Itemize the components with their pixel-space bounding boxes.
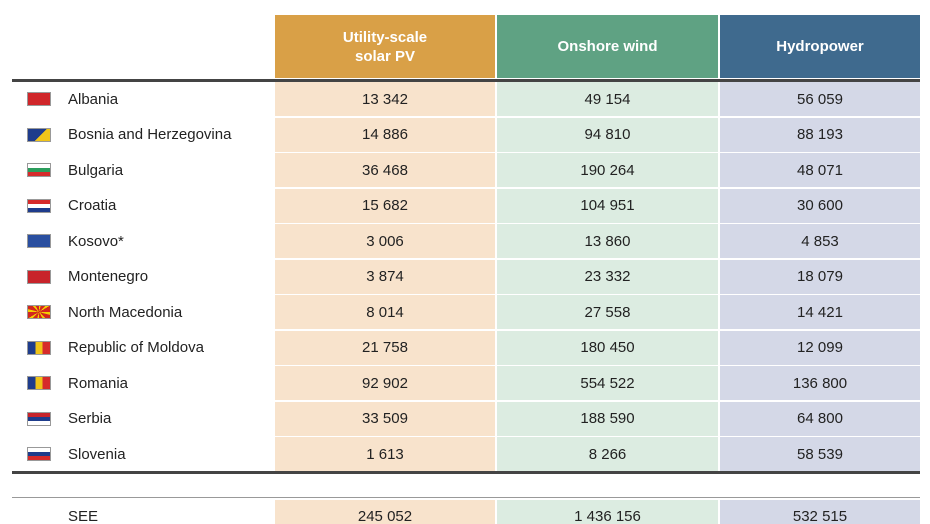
value-cell: 8 014 [275, 295, 495, 329]
value-cell: 13 342 [275, 82, 495, 116]
value-cell: 92 902 [275, 366, 495, 400]
value-cell: 8 266 [497, 437, 718, 471]
value-cell: 3 874 [275, 259, 495, 294]
value-cell: 14 886 [275, 117, 495, 152]
row-label: Bosnia and Herzegovina [68, 126, 232, 143]
flag [27, 234, 51, 248]
value-cell: 23 332 [497, 259, 718, 294]
value-cell: 136 800 [720, 366, 920, 400]
flag [27, 198, 51, 213]
header-rule [12, 79, 920, 82]
value-cell: 58 539 [720, 437, 920, 471]
value-cell: 188 590 [497, 401, 718, 436]
value-cell: 104 951 [497, 188, 718, 223]
row-label: Slovenia [68, 445, 126, 463]
value-cell: 554 522 [497, 366, 718, 400]
row-label: North Macedonia [68, 303, 183, 321]
body-rule [12, 471, 920, 474]
column-header: Utility-scale solar PV [275, 15, 495, 78]
flag [27, 269, 51, 284]
total-cell: 532 515 [720, 500, 920, 524]
value-cell: 36 468 [275, 153, 495, 187]
header-text: Hydropower [776, 38, 864, 55]
flag [27, 127, 51, 142]
total-cell: 245 052 [275, 500, 495, 524]
value-cell: 64 800 [720, 401, 920, 436]
value-cell: 3 006 [275, 224, 495, 258]
flag [27, 411, 51, 426]
flag [27, 92, 51, 106]
value-cell: 27 558 [497, 295, 718, 329]
row-label: Croatia [68, 197, 117, 214]
row-label: Montenegro [68, 268, 149, 285]
row-label: Albania [68, 90, 119, 108]
value-cell: 94 810 [497, 117, 718, 152]
value-cell: 21 758 [275, 330, 495, 365]
value-cell: 18 079 [720, 259, 920, 294]
total-label: SEE [68, 507, 99, 524]
value-cell: 15 682 [275, 188, 495, 223]
header-text: Onshore wind [557, 38, 658, 55]
value-cell: 48 071 [720, 153, 920, 187]
column-header: Onshore wind [497, 15, 718, 78]
value-cell: 12 099 [720, 330, 920, 365]
total-rule [12, 497, 920, 498]
value-cell: 180 450 [497, 330, 718, 365]
row-label: Serbia [68, 410, 112, 427]
row-label: Bulgaria [68, 161, 124, 179]
value-cell: 1 613 [275, 437, 495, 471]
value-cell: 14 421 [720, 295, 920, 329]
total-cell: 1 436 156 [497, 500, 718, 524]
flag [27, 376, 51, 390]
flag [27, 340, 51, 355]
value-cell: 4 853 [720, 224, 920, 258]
header-text: Utility-scale solar PV [342, 28, 428, 65]
value-cell: 49 154 [497, 82, 718, 116]
row-label: Republic of Moldova [68, 339, 204, 356]
row-label: Romania [68, 374, 129, 392]
value-cell: 30 600 [720, 188, 920, 223]
value-cell: 190 264 [497, 153, 718, 187]
value-cell: 33 509 [275, 401, 495, 436]
flag [27, 163, 51, 177]
column-header: Hydropower [720, 15, 920, 78]
value-cell: 56 059 [720, 82, 920, 116]
row-label: Kosovo* [68, 232, 124, 250]
value-cell: 13 860 [497, 224, 718, 258]
flag [27, 305, 51, 319]
flag [27, 447, 51, 461]
value-cell: 88 193 [720, 117, 920, 152]
